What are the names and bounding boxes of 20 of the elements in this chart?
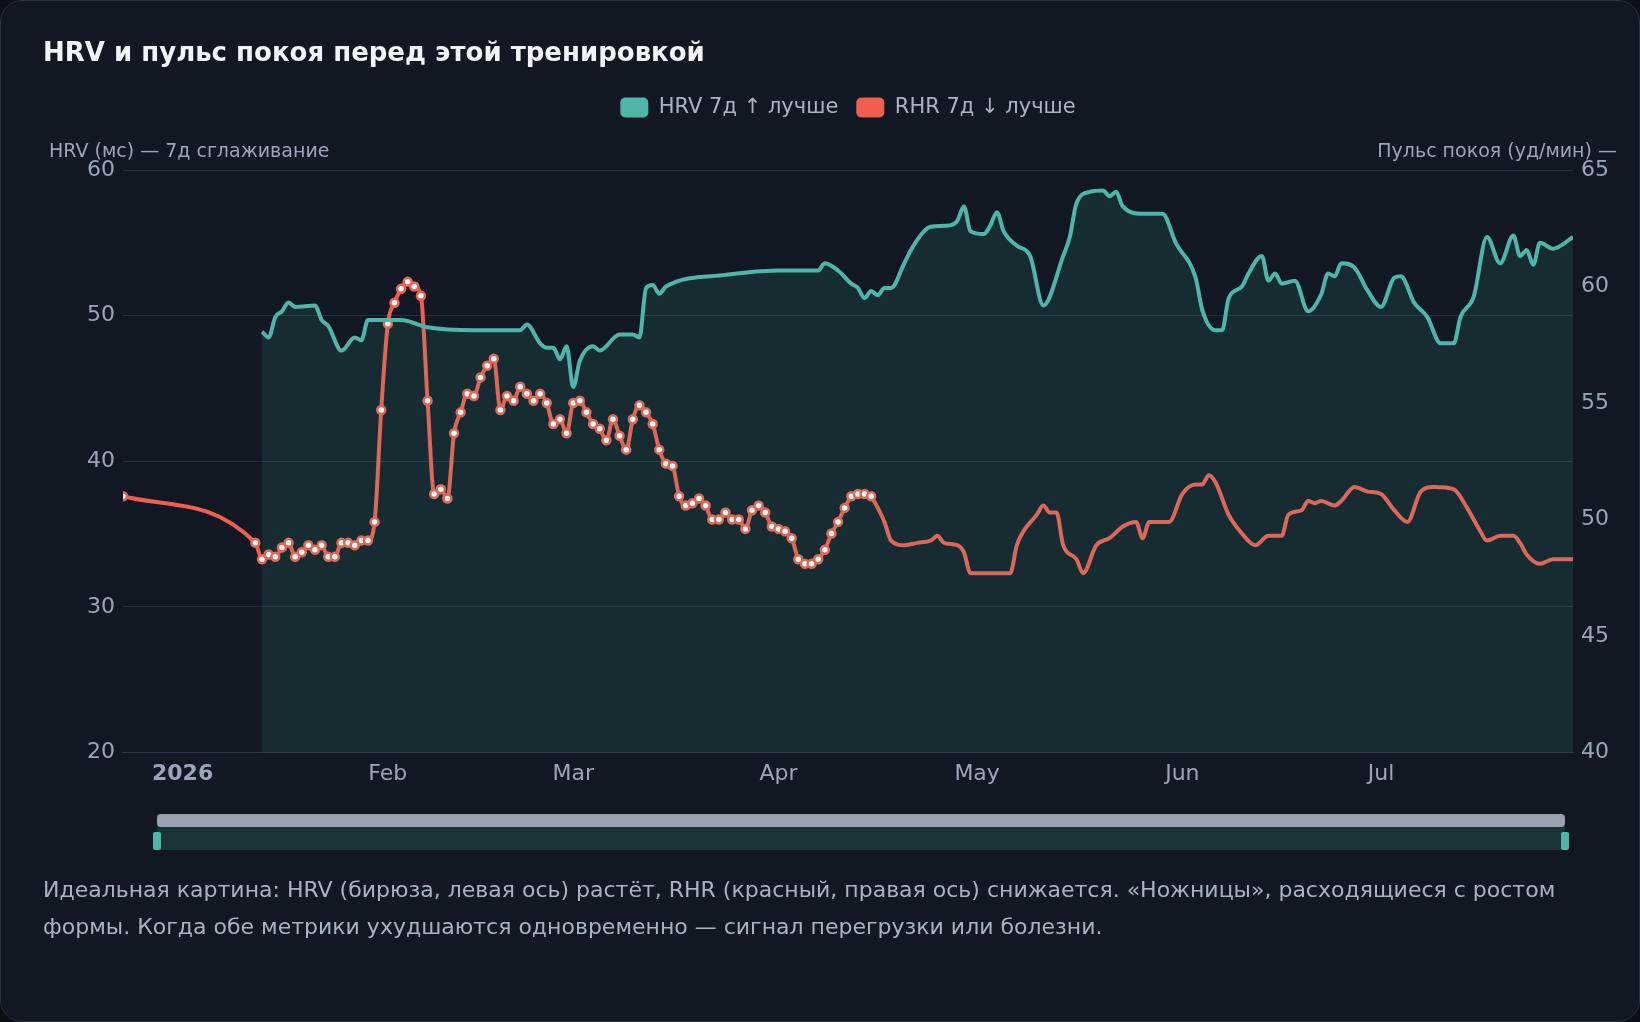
- x-tick-label: May: [954, 759, 1000, 785]
- legend-label: RHR 7д ↓ лучше: [894, 93, 1076, 118]
- y-tick-label: 40: [86, 447, 115, 473]
- y-tick-label: 30: [86, 592, 115, 618]
- x-tick-label: Jun: [1163, 759, 1200, 785]
- y2-tick-label: 55: [1581, 388, 1610, 414]
- y-tick-label: 20: [86, 738, 115, 764]
- y-tick-label: 50: [86, 301, 115, 327]
- x-tick-label: 2026: [151, 759, 214, 785]
- x-tick-label: Mar: [552, 759, 595, 785]
- x-tick-label: Jul: [1365, 759, 1395, 785]
- x-tick-label: Feb: [368, 759, 408, 785]
- y2-tick-label: 50: [1581, 505, 1610, 531]
- text: Идеальная картина: HRV (бирюза, левая ось) растёт, RHR (красный, правая ось) снижается. «Ножницы», расходящиеся с ростом формы. Когда обе метрики ухудшаются одновременно — сигнал перегрузки или болезни.: [43, 876, 1557, 941]
- legend-label: HRV 7д ↑ лучше: [658, 93, 839, 118]
- chart-title: HRV и пульс покоя перед этой тренировкой: [43, 37, 705, 67]
- y2-tick-label: 40: [1581, 738, 1610, 764]
- y2-tick-label: 45: [1581, 621, 1610, 647]
- x-tick-label: Apr: [759, 759, 799, 785]
- y2-tick-label: 60: [1581, 272, 1610, 298]
